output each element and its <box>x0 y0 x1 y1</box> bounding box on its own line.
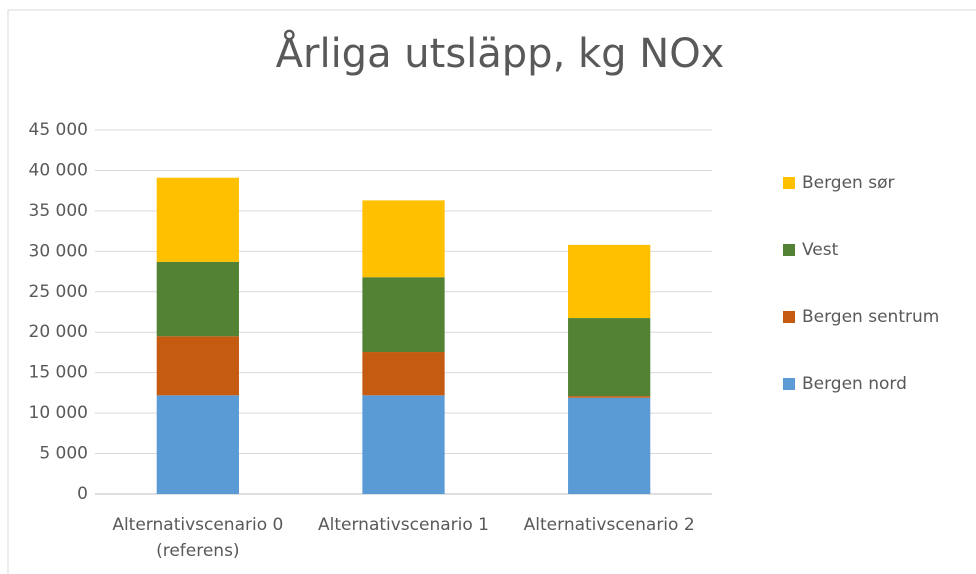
y-tick-label: 25 000 <box>29 282 88 302</box>
legend-swatch <box>783 244 795 256</box>
legend-label: Bergen nord <box>802 374 907 394</box>
y-tick-label: 15 000 <box>29 363 88 383</box>
bar-segment <box>362 395 445 494</box>
bar-segment <box>156 261 239 337</box>
bar-segment <box>156 177 239 262</box>
bar-segment <box>568 244 651 319</box>
y-tick-label: 30 000 <box>29 241 88 261</box>
y-tick-label: 5 000 <box>39 444 88 464</box>
bar-segment <box>362 277 445 353</box>
bar-segment <box>156 395 239 494</box>
legend-swatch <box>783 378 795 390</box>
legend-label: Vest <box>802 240 839 260</box>
legend-label: Bergen sør <box>802 173 895 193</box>
legend-swatch <box>783 177 795 189</box>
bar-segment <box>568 318 651 397</box>
bar-segment <box>362 352 445 396</box>
legend-swatch <box>783 311 795 323</box>
y-tick-label: 10 000 <box>29 403 88 423</box>
x-tick-label: Alternativscenario 2 <box>523 515 695 535</box>
chart-title: Årliga utsläpp, kg NOx <box>276 29 725 77</box>
y-tick-label: 0 <box>77 484 88 504</box>
y-tick-label: 35 000 <box>29 201 88 221</box>
y-tick-label: 20 000 <box>29 322 88 342</box>
y-tick-label: 40 000 <box>29 160 88 180</box>
x-tick-label: Alternativscenario 0 (referens) <box>112 515 284 561</box>
y-tick-label: 45 000 <box>29 120 88 140</box>
bar-segment <box>568 396 651 398</box>
bar-segment <box>362 200 445 278</box>
bar-segment <box>568 397 651 494</box>
bar-segment <box>156 336 239 396</box>
x-tick-label: Alternativscenario 1 <box>318 515 489 535</box>
legend-label: Bergen sentrum <box>802 307 939 327</box>
